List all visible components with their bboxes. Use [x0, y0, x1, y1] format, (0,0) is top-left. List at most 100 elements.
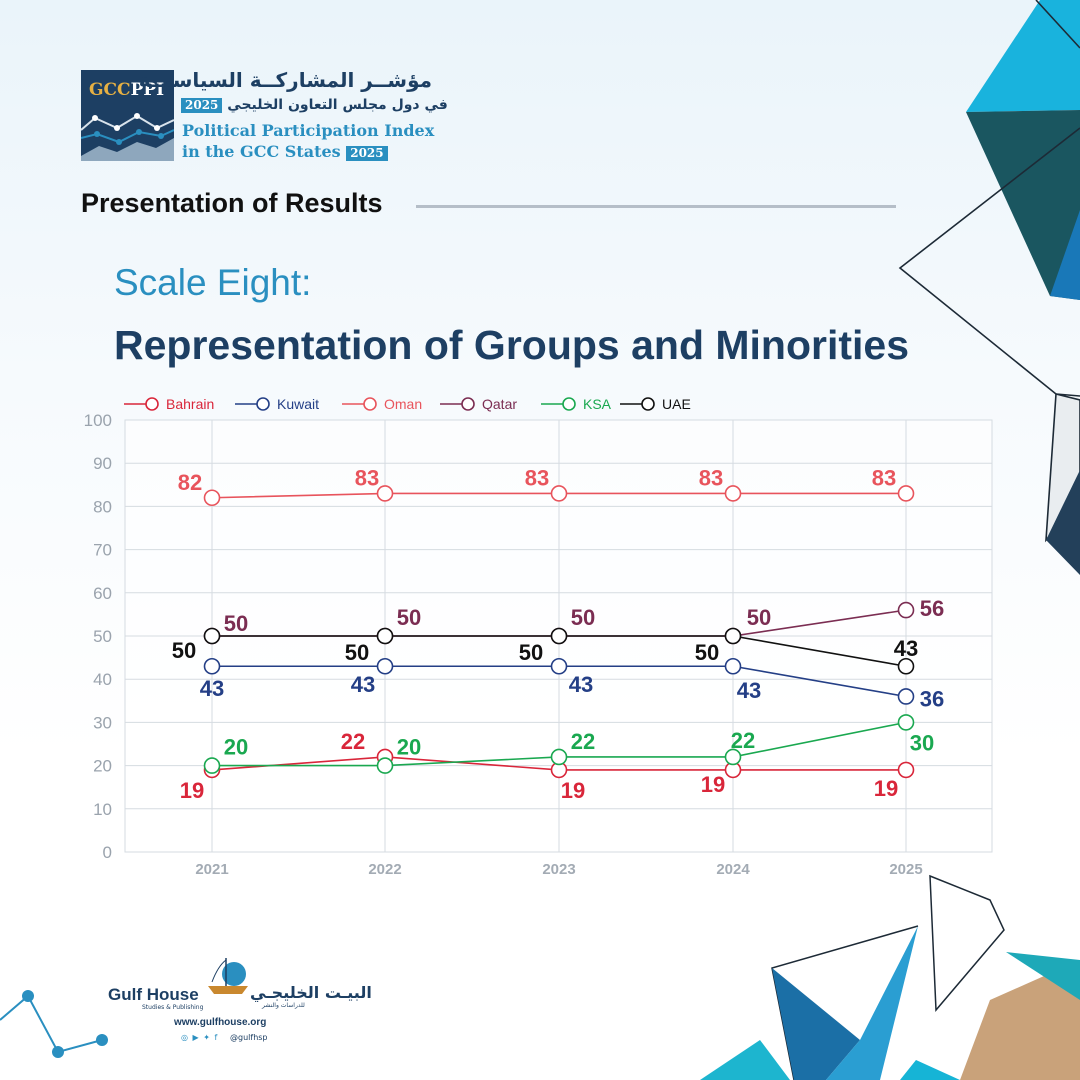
x-tick-label: 2021 [195, 861, 228, 878]
data-label-uae: 50 [345, 640, 369, 665]
data-point-uae [376, 627, 394, 645]
data-label-oman: 82 [178, 470, 202, 495]
logo-text-gcc: GCC [89, 80, 131, 100]
y-tick-label: 60 [93, 584, 112, 603]
data-label-kuwait: 43 [200, 676, 224, 701]
data-label-ksa: 22 [571, 729, 595, 754]
publisher-name-arabic: البيـت الخليجـي [250, 983, 372, 1002]
legend-label: Qatar [482, 396, 517, 412]
data-point-oman [724, 485, 742, 502]
y-tick-label: 40 [93, 670, 112, 689]
data-label-kuwait: 43 [737, 678, 761, 703]
legend-label: Bahrain [166, 396, 214, 412]
data-point-oman [376, 485, 394, 502]
logo-graph-icon [81, 113, 174, 161]
legend-label: KSA [583, 396, 612, 412]
legend-marker [461, 397, 475, 411]
y-tick-label: 0 [103, 843, 112, 862]
social-handle[interactable]: @gulfhsp [230, 1033, 268, 1042]
legend-label: Oman [384, 396, 422, 412]
scale-subtitle: Scale Eight: [114, 262, 312, 303]
legend-marker [363, 397, 377, 411]
data-point-uae [203, 627, 221, 645]
data-label-bahrain: 22 [341, 729, 365, 754]
data-label-qatar: 50 [747, 605, 771, 630]
data-label-bahrain: 19 [874, 776, 898, 801]
index-subtitle-arabic-text: في دول مجلس التعاون الخليجي [227, 97, 448, 113]
gccppi-logo: GCCPPI [81, 70, 174, 161]
data-label-qatar: 50 [224, 611, 248, 636]
x-tick-label: 2023 [542, 861, 575, 878]
data-point-qatar [897, 601, 915, 619]
legend-marker [145, 397, 159, 411]
data-label-uae: 43 [894, 636, 918, 661]
x-tick-label: 2024 [716, 861, 750, 878]
logo-text-ppi: PPI [130, 80, 165, 100]
data-point-uae [550, 627, 568, 645]
publisher-name-english: Gulf House [108, 985, 199, 1004]
data-point-oman [550, 485, 568, 502]
index-subtitle-arabic: 2025 في دول مجلس التعاون الخليجي [181, 97, 448, 113]
index-title-english: Political Participation Index [182, 121, 435, 140]
section-divider [416, 205, 896, 208]
data-point-ksa [724, 748, 742, 766]
data-label-ksa: 20 [224, 735, 248, 760]
data-point-kuwait [550, 657, 568, 675]
data-label-kuwait: 43 [351, 672, 375, 697]
data-point-ksa [897, 714, 915, 731]
data-label-ksa: 22 [731, 728, 755, 753]
data-point-ksa [203, 757, 221, 774]
publisher-tagline-english: Studies & Publishing [142, 1004, 204, 1011]
y-tick-label: 50 [93, 627, 112, 646]
data-point-kuwait [376, 657, 394, 675]
data-point-kuwait [897, 688, 915, 705]
data-point-kuwait [203, 657, 221, 675]
year-badge-en: 2025 [346, 146, 388, 161]
data-point-ksa [550, 748, 568, 766]
data-point-kuwait [724, 657, 742, 675]
data-label-qatar: 50 [571, 605, 595, 630]
y-tick-label: 90 [93, 454, 112, 473]
index-title-english-states: in the GCC States [182, 142, 341, 161]
x-tick-label: 2025 [889, 861, 922, 878]
data-label-kuwait: 36 [920, 686, 944, 711]
social-media-icons[interactable]: ◎ ▶ ✦ f [181, 1033, 219, 1042]
legend-label: Kuwait [277, 396, 319, 412]
legend-marker [256, 397, 270, 411]
publisher-website-link[interactable]: www.gulfhouse.org [174, 1017, 267, 1028]
index-title-english-line2: in the GCC States 2025 [182, 142, 388, 161]
data-point-oman [897, 485, 915, 502]
y-tick-label: 20 [93, 757, 112, 776]
data-point-oman [203, 489, 221, 507]
data-label-oman: 83 [699, 465, 723, 490]
legend-label: UAE [662, 396, 691, 412]
y-tick-label: 30 [93, 713, 112, 732]
y-tick-label: 70 [93, 541, 112, 560]
data-label-oman: 83 [355, 465, 379, 490]
data-point-uae [897, 657, 915, 675]
publisher-tagline-arabic: للدراسات والنشر [262, 1002, 305, 1009]
data-label-oman: 83 [525, 465, 549, 490]
data-label-oman: 83 [872, 465, 896, 490]
data-label-bahrain: 19 [561, 778, 585, 803]
data-label-uae: 50 [172, 638, 196, 663]
data-label-ksa: 20 [397, 735, 421, 760]
data-label-bahrain: 19 [180, 778, 204, 803]
section-title: Presentation of Results [81, 188, 383, 218]
year-badge: 2025 [181, 98, 223, 113]
legend-marker [562, 397, 576, 411]
y-tick-label: 80 [93, 497, 112, 516]
data-label-uae: 50 [519, 640, 543, 665]
x-tick-label: 2022 [368, 861, 401, 878]
scale-title: Representation of Groups and Minorities [114, 322, 910, 368]
y-tick-label: 100 [84, 411, 112, 430]
index-title-arabic: مؤشــر المشاركــة السياسيــة [138, 68, 432, 92]
data-label-qatar: 50 [397, 605, 421, 630]
legend-marker [641, 397, 655, 411]
gulf-house-logo-graphic [208, 958, 248, 994]
data-label-uae: 50 [695, 640, 719, 665]
data-label-qatar: 56 [920, 596, 944, 621]
data-label-ksa: 30 [910, 730, 934, 755]
y-tick-label: 10 [93, 800, 112, 819]
